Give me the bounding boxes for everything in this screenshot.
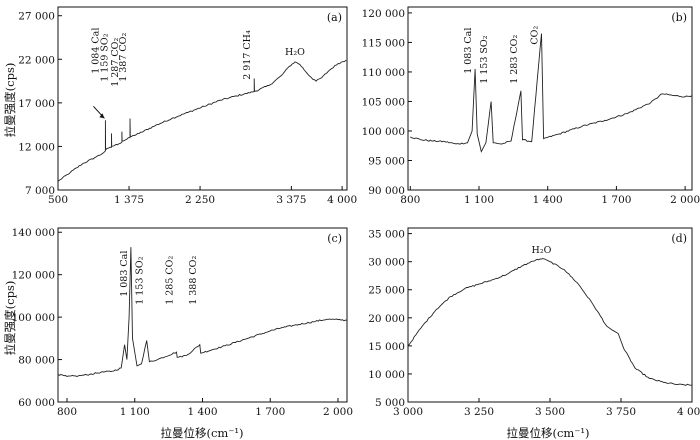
y-tick-label: 110 000 [362, 67, 405, 79]
y-tick-label: 27 000 [18, 11, 55, 23]
x-tick-label: 3 000 [393, 406, 423, 418]
y-tick-label: 95 000 [368, 155, 405, 167]
x-axis-label-right: 拉曼位移(cm⁻¹) [507, 426, 590, 440]
spectrum-line [410, 33, 693, 153]
x-tick-label: 1 700 [601, 194, 631, 206]
peak-annotation: 1 159 SO₂ [100, 33, 111, 82]
peak-annotation: 1 083 Cal [463, 28, 474, 74]
y-tick-label: 100 000 [12, 312, 55, 324]
chart-panel: 3 000 3 250 3 500 3 750 4 000 5 000 10 000 15 0… [368, 227, 700, 418]
chart-panel: 500 1 375 2 250 3 375 4 000 7 000 12 000 17 000… [18, 6, 357, 206]
peak-annotation: 1 283 CO₂ [509, 35, 520, 84]
chart-panel: 800 1 100 1 400 1 700 2 000 60 000 80 000 100 0… [12, 227, 353, 418]
y-tick-label: 7 000 [25, 185, 55, 197]
peak-annotation: 2 917 CH₄ [242, 30, 253, 80]
peak-annotation: H₂O [285, 47, 305, 58]
x-tick-label: 800 [400, 194, 420, 206]
y-tick-label: 80 000 [18, 355, 55, 367]
peak-annotation: 1 287 CO₂ [110, 38, 121, 87]
y-tick-label: 100 000 [362, 126, 405, 138]
chart-panel: 800 1 100 1 400 1 700 2 000 90 000 95 000 100 0… [362, 6, 700, 206]
panel-label: (d) [671, 232, 687, 245]
panel-label: (b) [671, 11, 687, 24]
x-tick-label: 3 250 [464, 406, 494, 418]
x-tick-label: 1 100 [464, 194, 494, 206]
y-tick-label: 120 000 [12, 270, 55, 282]
y-tick-label: 30 000 [368, 257, 405, 269]
y-axis-label-bottom: 拉曼强度(cps) [3, 281, 17, 356]
arrow-head [99, 113, 105, 119]
x-tick-label: 1 375 [114, 194, 144, 206]
y-tick-label: 140 000 [12, 227, 55, 239]
spectrum-line [57, 247, 348, 377]
peak-annotation: 1 387 CO₂ [118, 33, 129, 82]
x-axis-label-left: 拉曼位移(cm⁻¹) [161, 426, 244, 440]
y-tick-label: 20 000 [368, 313, 405, 325]
peak-annotation: 1 083 Cal [119, 251, 130, 297]
y-tick-label: 25 000 [368, 285, 405, 297]
y-tick-label: 105 000 [362, 96, 405, 108]
peak-annotation: 1 153 SO₂ [479, 35, 490, 84]
peak-annotation: 1 285 CO₂ [165, 256, 176, 305]
y-tick-label: 17 000 [18, 98, 55, 110]
plot-frame [57, 6, 348, 191]
y-tick-label: 10 000 [368, 369, 405, 381]
x-tick-label: 500 [48, 194, 68, 206]
y-tick-label: 120 000 [362, 8, 405, 20]
y-tick-label: 22 000 [18, 54, 55, 66]
x-tick-label: 1 100 [120, 406, 150, 418]
plot-frame [407, 6, 693, 191]
x-tick-label: 4 000 [677, 406, 700, 418]
panel-label: (c) [327, 232, 342, 245]
spectrum-line [407, 258, 692, 386]
spectrum-line [57, 59, 347, 182]
peak-annotation: 1 084 Cal [90, 28, 101, 74]
peak-annotation: 1 388 CO₂ [188, 256, 199, 305]
x-tick-label: 4 000 [327, 194, 357, 206]
y-tick-label: 15 000 [368, 341, 405, 353]
x-tick-label: 3 750 [606, 406, 636, 418]
peak-annotation: 1 153 SO₂ [135, 256, 146, 305]
x-tick-label: 3 500 [535, 406, 565, 418]
peak-annotation: H₂O [532, 245, 552, 256]
y-tick-label: 60 000 [18, 397, 55, 409]
x-tick-label: 2 000 [670, 194, 700, 206]
x-tick-label: 1 400 [187, 406, 217, 418]
y-axis-label-top: 拉曼强度(cps) [3, 63, 17, 138]
y-tick-label: 115 000 [362, 37, 405, 49]
x-tick-label: 800 [57, 406, 77, 418]
y-tick-label: 5 000 [375, 397, 405, 409]
panel-label: (a) [327, 11, 342, 24]
x-tick-label: 2 000 [323, 406, 353, 418]
x-tick-label: 2 250 [185, 194, 215, 206]
x-tick-label: 1 400 [533, 194, 563, 206]
plot-frame [57, 227, 348, 403]
peak-annotation: CO₂ [530, 26, 541, 45]
x-tick-label: 1 700 [255, 406, 285, 418]
y-tick-label: 90 000 [368, 185, 405, 197]
y-tick-label: 35 000 [368, 229, 405, 241]
x-tick-label: 3 375 [276, 194, 306, 206]
y-tick-label: 12 000 [18, 141, 55, 153]
